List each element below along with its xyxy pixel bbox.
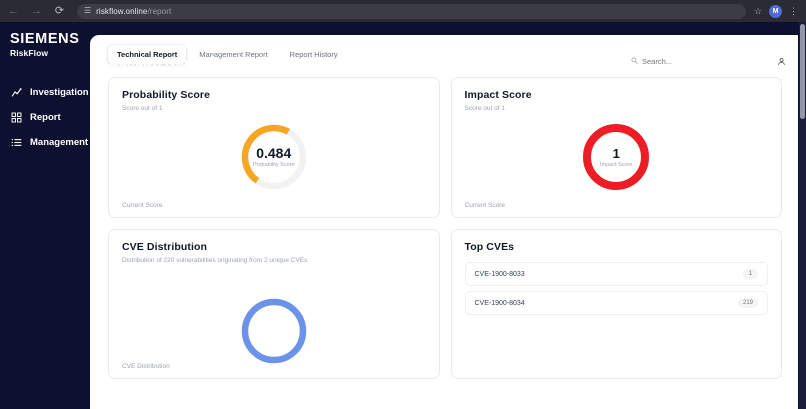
probability-gauge-label: Probability Score [252, 162, 295, 168]
list-icon [11, 137, 22, 148]
url-text: riskflow.online/report [96, 6, 172, 16]
card-subtitle: Score out of 1 [464, 105, 505, 112]
cve-count-badge: 1 [743, 269, 758, 279]
report-content: Probability Score Score out of 1 0.484 P… [90, 69, 798, 409]
report-tabs: Technical Report Management Report Repor… [90, 35, 798, 64]
tab-technical-report[interactable]: Technical Report [108, 45, 187, 64]
user-avatar-button[interactable] [773, 53, 790, 70]
card-title: CVE Distribution [122, 241, 208, 253]
probability-value: 0.484 [256, 145, 292, 161]
url-bar[interactable]: ☰ riskflow.online/report [77, 3, 746, 19]
list-item[interactable]: CVE-1900-8033 1 [464, 262, 768, 286]
cve-distribution-chart-wrap [122, 290, 426, 372]
card-footer: Current Score [464, 202, 505, 209]
impact-value: 1 [612, 145, 620, 161]
card-title: Impact Score [464, 89, 532, 101]
browser-reload-icon[interactable]: ⟳ [54, 4, 65, 17]
sidebar-item-management[interactable]: Management [0, 130, 90, 155]
brand-logo: SIEMENS RiskFlow [0, 31, 90, 59]
sidebar-item-label: Report [30, 112, 61, 124]
impact-gauge-center: 1 Impact Score [581, 122, 651, 192]
dashboard-grid-icon [11, 112, 22, 123]
page-header: ‹ Sunday, November 24, 2024 [90, 44, 806, 79]
card-subtitle: Distribution of 220 vulnerabilities orig… [122, 257, 308, 264]
brand-subtitle: RiskFlow [10, 48, 49, 59]
card-cve-distribution: CVE Distribution Distribution of 220 vul… [108, 229, 440, 379]
page-title: Sunday, November 24, 2024 [109, 54, 290, 69]
list-item[interactable]: CVE-1900-8034 219 [464, 291, 768, 315]
search-icon [631, 57, 638, 66]
sidebar: SIEMENS RiskFlow Investigation Report Ma… [0, 22, 90, 409]
sidebar-item-investigation[interactable]: Investigation [0, 80, 90, 105]
cve-count-badge: 219 [737, 298, 758, 308]
top-cves-list: CVE-1900-8033 1 CVE-1900-8034 219 [464, 262, 768, 315]
browser-toolbar: ← → ⟳ ☰ riskflow.online/report ☆ M ⋮ [0, 0, 806, 22]
search-box[interactable] [624, 53, 764, 70]
tab-management-report[interactable]: Management Report [199, 50, 268, 59]
scrollbar-thumb[interactable] [800, 24, 805, 119]
card-top-cves: Top CVEs CVE-1900-8033 1 CVE-1900-8034 2… [450, 229, 782, 379]
card-footer: CVE Distribution [122, 363, 170, 370]
cve-distribution-donut [239, 296, 309, 366]
browser-forward-icon[interactable]: → [31, 4, 42, 17]
card-title: Top CVEs [464, 241, 515, 253]
cve-id: CVE-1900-8034 [474, 299, 525, 307]
site-settings-icon[interactable]: ☰ [84, 6, 92, 15]
brand-name: SIEMENS [10, 31, 80, 47]
user-avatar-icon [778, 58, 785, 65]
card-subtitle: Score out of 1 [122, 105, 163, 112]
card-probability-score: Probability Score Score out of 1 0.484 P… [108, 77, 440, 218]
card-title: Probability Score [122, 89, 211, 101]
sidebar-item-label: Investigation [30, 87, 89, 99]
bookmark-star-icon[interactable]: ☆ [753, 5, 762, 16]
tab-report-history[interactable]: Report History [289, 50, 338, 59]
browser-back-icon[interactable]: ← [8, 4, 19, 17]
back-button[interactable]: ‹ [98, 54, 103, 69]
probability-gauge-wrap: 0.484 Probability Score [122, 112, 426, 202]
analytics-trend-icon [11, 87, 22, 98]
main-panel: Technical Report Management Report Repor… [90, 35, 798, 409]
page-scrollbar[interactable] [799, 22, 806, 409]
app-shell: SIEMENS RiskFlow Investigation Report Ma… [0, 22, 806, 409]
probability-gauge: 0.484 Probability Score [239, 122, 309, 192]
sidebar-item-label: Management [30, 137, 89, 149]
card-footer: Current Score [122, 202, 163, 209]
browser-toolbar-right: ☆ M ⋮ [753, 4, 800, 18]
browser-profile-avatar[interactable]: M [769, 4, 782, 18]
sidebar-item-report[interactable]: Report [0, 105, 90, 130]
search-input[interactable] [642, 57, 757, 66]
impact-gauge: 1 Impact Score [581, 122, 651, 192]
cve-id: CVE-1900-8033 [474, 270, 525, 278]
probability-gauge-center: 0.484 Probability Score [239, 122, 309, 192]
three-dot-menu-icon[interactable]: ⋮ [789, 5, 798, 16]
card-impact-score: Impact Score Score out of 1 1 Impact Sco… [450, 77, 782, 218]
impact-gauge-label: Impact Score [600, 161, 633, 168]
impact-gauge-wrap: 1 Impact Score [465, 112, 769, 202]
header-actions [624, 53, 790, 70]
